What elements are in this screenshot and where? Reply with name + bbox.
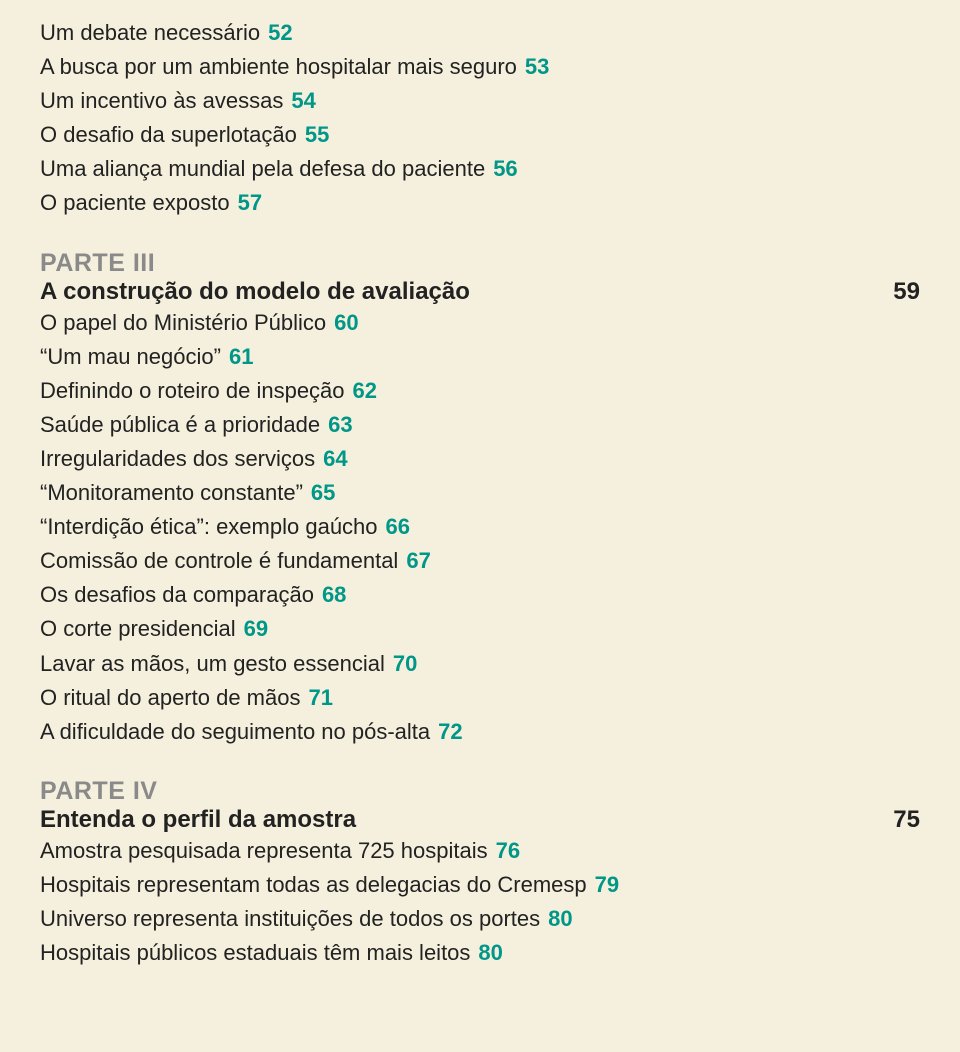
- toc-entry: Hospitais representam todas as delegacia…: [40, 868, 920, 902]
- toc-page: 66: [386, 514, 410, 539]
- toc-entry: Hospitais públicos estaduais têm mais le…: [40, 936, 920, 970]
- toc-page: 52: [268, 20, 292, 45]
- parte3-title: A construção do modelo de avaliação: [40, 278, 470, 306]
- toc-entry: Uma aliança mundial pela defesa do pacie…: [40, 152, 920, 186]
- toc-page: 80: [478, 940, 502, 965]
- toc-title: Lavar as mãos, um gesto essencial: [40, 651, 385, 676]
- toc-title: O paciente exposto: [40, 190, 230, 215]
- parte4-header: PARTE IV Entenda o perfil da amostra 75: [40, 777, 920, 834]
- parte3-items: O papel do Ministério Público 60 “Um mau …: [40, 306, 920, 749]
- toc-entry: Um incentivo às avessas 54: [40, 84, 920, 118]
- toc-title: “Um mau negócio”: [40, 344, 221, 369]
- parte3-page: 59: [893, 278, 920, 306]
- toc-page: 67: [406, 548, 430, 573]
- toc-title: Saúde pública é a prioridade: [40, 412, 320, 437]
- toc-title: Irregularidades dos serviços: [40, 446, 315, 471]
- toc-entry: Os desafios da comparação 68: [40, 578, 920, 612]
- toc-entry: O corte presidencial 69: [40, 612, 920, 646]
- toc-entry: Irregularidades dos serviços 64: [40, 442, 920, 476]
- toc-page: 76: [496, 838, 520, 863]
- toc-page: 60: [334, 310, 358, 335]
- toc-title: Comissão de controle é fundamental: [40, 548, 398, 573]
- toc-title: O desafio da superlotação: [40, 122, 297, 147]
- toc-entry: “Monitoramento constante” 65: [40, 476, 920, 510]
- toc-entry: Saúde pública é a prioridade 63: [40, 408, 920, 442]
- toc-entry: Definindo o roteiro de inspeção 62: [40, 374, 920, 408]
- toc-page: 63: [328, 412, 352, 437]
- toc-entry: Um debate necessário 52: [40, 16, 920, 50]
- toc-page: 62: [353, 378, 377, 403]
- toc-entry: Amostra pesquisada representa 725 hospit…: [40, 834, 920, 868]
- toc-entry: A busca por um ambiente hospitalar mais …: [40, 50, 920, 84]
- toc-title: Universo representa instituições de todo…: [40, 906, 540, 931]
- toc-page: 71: [308, 685, 332, 710]
- parte4-title: Entenda o perfil da amostra: [40, 806, 356, 834]
- parte3-label: PARTE III: [40, 249, 920, 278]
- toc-page: 69: [244, 616, 268, 641]
- toc-page: 56: [493, 156, 517, 181]
- toc-entry: O paciente exposto 57: [40, 186, 920, 220]
- toc-title: Uma aliança mundial pela defesa do pacie…: [40, 156, 485, 181]
- toc-title: A dificuldade do seguimento no pós-alta: [40, 719, 430, 744]
- toc-title: Hospitais representam todas as delegacia…: [40, 872, 587, 897]
- parte3-title-row: A construção do modelo de avaliação 59: [40, 278, 920, 306]
- toc-entry: O ritual do aperto de mãos 71: [40, 681, 920, 715]
- toc-title: O ritual do aperto de mãos: [40, 685, 300, 710]
- toc-title: Um debate necessário: [40, 20, 260, 45]
- toc-page: 53: [525, 54, 549, 79]
- toc-entry: Comissão de controle é fundamental 67: [40, 544, 920, 578]
- toc-page: 70: [393, 651, 417, 676]
- toc-entry: O desafio da superlotação 55: [40, 118, 920, 152]
- toc-title: “Monitoramento constante”: [40, 480, 303, 505]
- toc-title: Hospitais públicos estaduais têm mais le…: [40, 940, 470, 965]
- toc-title: Definindo o roteiro de inspeção: [40, 378, 345, 403]
- toc-entry: A dificuldade do seguimento no pós-alta 7…: [40, 715, 920, 749]
- toc-entry: “Interdição ética”: exemplo gaúcho 66: [40, 510, 920, 544]
- parte4-items: Amostra pesquisada representa 725 hospit…: [40, 834, 920, 970]
- toc-page: 55: [305, 122, 329, 147]
- toc-title: O corte presidencial: [40, 616, 236, 641]
- parte3-header: PARTE III A construção do modelo de aval…: [40, 249, 920, 306]
- parte4-page: 75: [893, 806, 920, 834]
- toc-title: Amostra pesquisada representa 725 hospit…: [40, 838, 488, 863]
- toc-title: “Interdição ética”: exemplo gaúcho: [40, 514, 378, 539]
- toc-entry: O papel do Ministério Público 60: [40, 306, 920, 340]
- toc-entry: Lavar as mãos, um gesto essencial 70: [40, 647, 920, 681]
- toc-intro-block: Um debate necessário 52 A busca por um am…: [40, 16, 920, 221]
- parte4-label: PARTE IV: [40, 777, 920, 806]
- toc-page: 61: [229, 344, 253, 369]
- toc-entry: “Um mau negócio” 61: [40, 340, 920, 374]
- toc-title: Os desafios da comparação: [40, 582, 314, 607]
- toc-page: 79: [595, 872, 619, 897]
- toc-page: 72: [438, 719, 462, 744]
- toc-page: 68: [322, 582, 346, 607]
- toc-page: 65: [311, 480, 335, 505]
- parte4-title-row: Entenda o perfil da amostra 75: [40, 806, 920, 834]
- toc-title: Um incentivo às avessas: [40, 88, 283, 113]
- toc-page: 57: [238, 190, 262, 215]
- toc-page: 80: [548, 906, 572, 931]
- toc-page: 54: [291, 88, 315, 113]
- toc-entry: Universo representa instituições de todo…: [40, 902, 920, 936]
- toc-title: A busca por um ambiente hospitalar mais …: [40, 54, 517, 79]
- toc-page: 64: [323, 446, 347, 471]
- toc-title: O papel do Ministério Público: [40, 310, 326, 335]
